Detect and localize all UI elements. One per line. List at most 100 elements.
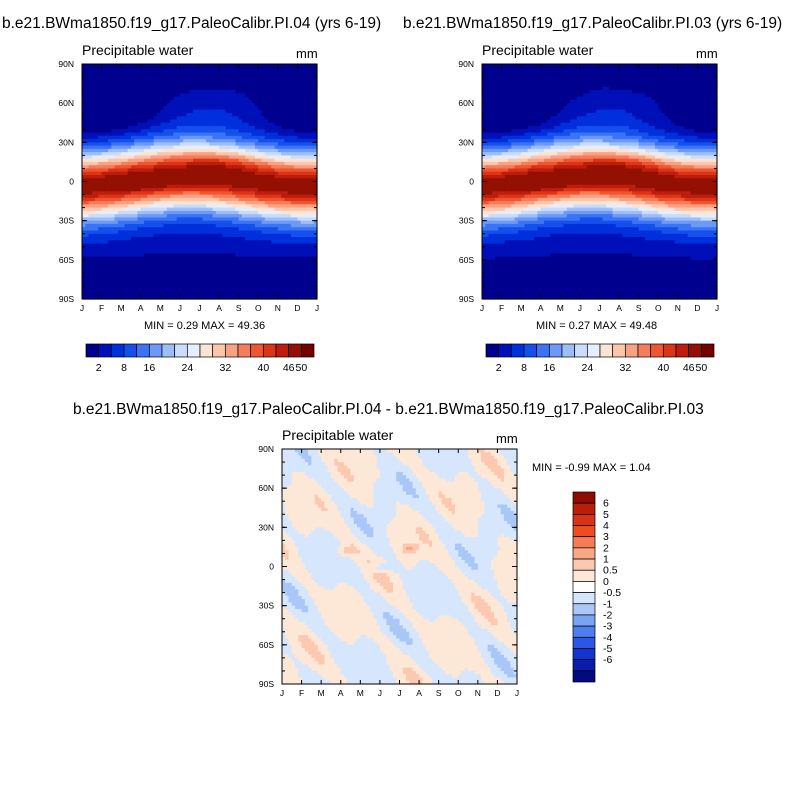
panel1-cell [111, 86, 116, 91]
panel1-cell [95, 116, 99, 121]
panel1-cell [117, 178, 122, 183]
panel1-cell [114, 197, 119, 202]
panel1-cell [95, 142, 99, 147]
panel1-cell [127, 289, 132, 294]
panel1-cell [127, 240, 132, 245]
panel1-cell [101, 188, 106, 192]
panel1-cell [127, 197, 132, 202]
panel1-cell [127, 210, 132, 215]
panel1-cell [127, 279, 132, 284]
panel1-cell [121, 93, 126, 98]
panel1-cell [124, 201, 129, 205]
panel1-cell [111, 122, 116, 127]
panel1-cell [108, 188, 112, 192]
panel1-cell [124, 148, 129, 153]
panel1-cell [95, 282, 99, 287]
panel1-cell [88, 99, 93, 104]
panel1-cell [101, 129, 106, 134]
panel1-cell [95, 158, 99, 163]
panel1-cell [95, 217, 99, 222]
panel1-cell [127, 73, 132, 78]
panel1-cell [95, 256, 99, 261]
panel1-cell [124, 285, 129, 290]
panel1-cell [117, 197, 122, 202]
panel1-cell [88, 210, 93, 215]
panel1-cell [98, 233, 103, 238]
panel1-cell [124, 86, 129, 91]
panel1-cell [127, 135, 132, 140]
panel1-cell [82, 93, 86, 98]
panel1-cell [111, 90, 116, 94]
panel1-cell [127, 253, 132, 258]
panel1-cell [85, 246, 90, 251]
panel1-cell [121, 70, 126, 75]
panel1-cell [85, 292, 90, 297]
panel1-cell [127, 217, 132, 222]
panel1-cell [95, 276, 99, 281]
panel1-cell [111, 243, 116, 248]
panel1-cell [111, 266, 116, 271]
panel1-cell [85, 112, 90, 117]
panel1-cell [111, 174, 116, 179]
panel1-cell [130, 184, 135, 189]
panel1-cell [82, 171, 86, 176]
panel3-title: b.e21.BWma1850.f19_g17.PaleoCalibr.PI.04… [73, 401, 704, 418]
panel1-cell [88, 279, 93, 284]
panel1-cell [101, 178, 106, 183]
panel1-cell [82, 214, 86, 218]
panel1-cell [98, 165, 103, 170]
panel1-cell [91, 99, 96, 104]
panel1-cell [101, 90, 106, 94]
panel1-cell [82, 236, 86, 241]
panel1-cell [114, 93, 119, 98]
panel1-cell [85, 207, 90, 212]
panel1-cell [108, 122, 112, 127]
panel1-cell [108, 236, 112, 241]
panel1-cell [114, 263, 119, 267]
panel1-cell [114, 285, 119, 290]
panel1-cell [121, 145, 126, 150]
panel1-cell [114, 103, 119, 108]
panel1-cell [91, 70, 96, 75]
panel1-cell [82, 126, 86, 130]
panel1-cell [121, 246, 126, 251]
panel1-cell [98, 285, 103, 290]
panel1-cell [98, 106, 103, 111]
panel1-cell [82, 135, 86, 140]
panel1-cell [111, 253, 116, 258]
panel1-cell [124, 106, 129, 111]
panel1-cell [95, 191, 99, 196]
panel1-cell [101, 135, 106, 140]
panel1-cell [91, 135, 96, 140]
panel1-cell [88, 217, 93, 222]
panel1-cell [88, 129, 93, 134]
panel1-cell [85, 155, 90, 160]
panel1-cell [104, 161, 109, 166]
panel1-cell [98, 152, 103, 156]
panel1-cell [95, 77, 99, 81]
panel1-cell [124, 80, 129, 85]
panel1-cell [91, 152, 96, 156]
panel1-cell [124, 295, 129, 300]
panel1-cell [88, 223, 93, 228]
panel1-cell [91, 197, 96, 202]
panel1-cell [91, 194, 96, 199]
panel1-cell [95, 269, 99, 274]
panel1-cell [108, 174, 112, 179]
panel1-cell [127, 152, 132, 156]
panel1-cell [127, 171, 132, 176]
panel1-cell [108, 103, 112, 108]
panel1-cell [117, 70, 122, 75]
panel1-cell [124, 253, 129, 258]
panel1-cell [124, 197, 129, 202]
panel1-cell [117, 256, 122, 261]
panel1-cell [95, 64, 99, 68]
panel1-cell [114, 194, 119, 199]
panel1-cell [124, 152, 129, 156]
panel1-cell [121, 230, 126, 235]
panel1-cell [101, 201, 106, 205]
panel1-cell [114, 161, 119, 166]
panel1-cell [127, 67, 132, 72]
panel2-minmax: MIN = 0.27 MAX = 49.48 [536, 320, 658, 332]
panel1-cell [121, 126, 126, 130]
